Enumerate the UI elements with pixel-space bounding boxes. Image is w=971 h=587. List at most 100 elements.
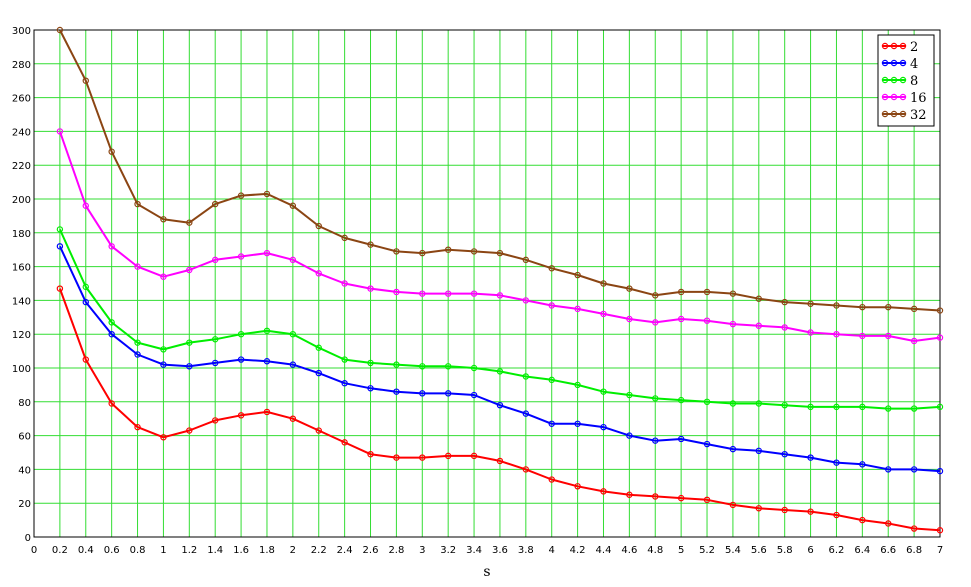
legend-marker xyxy=(890,93,898,101)
data-point xyxy=(108,331,115,338)
x-tick-label: 1.6 xyxy=(233,545,249,556)
data-point xyxy=(652,292,659,299)
legend-marker xyxy=(899,59,907,67)
data-point xyxy=(393,248,400,255)
series-line-2 xyxy=(58,288,941,532)
x-tick-label: 0.6 xyxy=(104,545,120,556)
x-tick-label: 0.4 xyxy=(78,545,94,556)
legend-marker xyxy=(890,110,898,118)
y-tick-label: 20 xyxy=(18,499,31,510)
data-point xyxy=(134,423,141,431)
data-point xyxy=(729,400,737,407)
data-point xyxy=(703,440,711,448)
y-tick-label: 120 xyxy=(12,330,31,341)
data-point xyxy=(56,226,64,233)
data-point xyxy=(885,303,892,311)
data-point xyxy=(56,128,64,135)
y-tick-label: 0 xyxy=(25,533,31,544)
data-point xyxy=(548,420,555,427)
data-point xyxy=(211,359,219,367)
data-point xyxy=(444,452,452,460)
data-point xyxy=(885,520,892,527)
data-point xyxy=(703,317,711,324)
x-tick-label: 0 xyxy=(31,545,37,556)
data-point xyxy=(600,423,607,431)
data-point xyxy=(936,334,944,341)
data-point xyxy=(807,300,814,307)
data-point xyxy=(807,454,814,461)
x-tick-label: 0.8 xyxy=(130,545,146,556)
data-point xyxy=(444,363,452,370)
data-point xyxy=(574,381,581,389)
data-point xyxy=(470,452,478,460)
x-tick-label: 3.2 xyxy=(440,545,456,556)
data-point xyxy=(134,339,141,346)
data-point xyxy=(237,331,245,338)
data-point xyxy=(833,331,840,338)
data-point xyxy=(211,200,219,208)
legend-label: 8 xyxy=(910,74,918,89)
data-point xyxy=(522,410,530,417)
data-point xyxy=(807,403,814,411)
data-point xyxy=(626,432,633,439)
x-tick-label: 2 xyxy=(290,545,296,556)
data-point xyxy=(289,331,297,338)
data-point xyxy=(522,466,530,473)
data-point xyxy=(859,516,866,524)
x-tick-label: 5.6 xyxy=(751,545,767,556)
data-point xyxy=(237,253,245,260)
data-point xyxy=(496,249,504,257)
data-point xyxy=(134,200,141,208)
y-tick-label: 220 xyxy=(12,161,31,172)
data-point xyxy=(186,363,193,370)
data-point xyxy=(367,241,374,248)
data-point xyxy=(729,320,737,328)
data-point xyxy=(626,315,633,323)
data-point xyxy=(729,290,737,297)
data-point xyxy=(626,391,633,399)
data-point xyxy=(341,234,348,242)
x-tick-label: 3.4 xyxy=(466,545,482,556)
data-point xyxy=(781,450,788,458)
x-tick-label: 1.2 xyxy=(181,545,197,556)
x-tick-label: 6.8 xyxy=(906,545,922,556)
y-tick-label: 80 xyxy=(18,398,31,409)
x-tick-label: 6.6 xyxy=(880,545,896,556)
legend-marker xyxy=(881,110,889,118)
data-point xyxy=(496,401,504,409)
legend-marker xyxy=(899,76,907,84)
data-point xyxy=(160,216,167,223)
data-point xyxy=(496,368,504,375)
data-point xyxy=(781,324,788,331)
data-point xyxy=(211,336,219,343)
data-point xyxy=(211,256,219,264)
data-point xyxy=(910,466,918,473)
data-point xyxy=(237,356,245,363)
data-point xyxy=(548,302,555,309)
axes: 0 0.2 0.4 0.6 0.8 1 1.2 1.4 1.6 1.8 2 2.2 2.4 2.6 2.8 3… xyxy=(12,26,943,556)
data-point xyxy=(833,511,840,519)
data-point xyxy=(833,302,840,309)
data-point xyxy=(108,148,115,155)
y-tick-label: 100 xyxy=(12,364,31,375)
legend-label: 16 xyxy=(910,91,927,106)
x-tick-label: 3.6 xyxy=(492,545,508,556)
data-point xyxy=(263,190,271,198)
y-tick-label: 160 xyxy=(12,263,31,274)
data-point xyxy=(341,380,348,387)
plot-frame xyxy=(33,29,941,538)
x-tick-label: 1 xyxy=(160,545,166,556)
data-point xyxy=(781,298,788,306)
data-point xyxy=(444,390,452,397)
data-point xyxy=(263,358,271,365)
series-line-8 xyxy=(58,228,941,410)
data-point xyxy=(367,359,374,367)
data-point xyxy=(82,356,89,363)
data-point xyxy=(419,454,426,461)
x-tick-label: 5.8 xyxy=(777,545,793,556)
data-point xyxy=(186,266,193,274)
x-tick-label: 6 xyxy=(807,545,813,556)
data-point xyxy=(600,280,607,287)
x-tick-label: 5 xyxy=(678,545,684,556)
